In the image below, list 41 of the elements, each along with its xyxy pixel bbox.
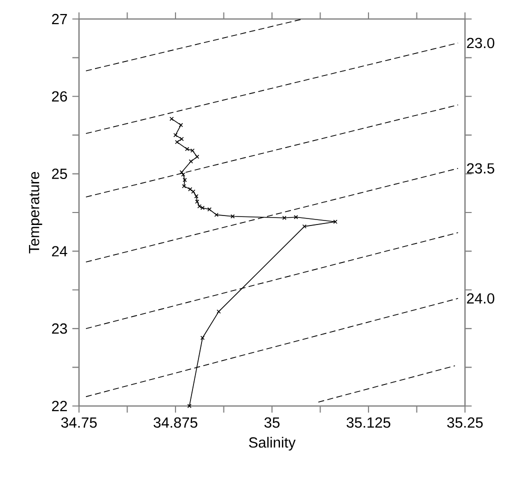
y-axis-title: Temperature <box>29 172 42 254</box>
y-tick-label: 27 <box>52 14 67 24</box>
point <box>194 194 198 198</box>
point <box>197 204 202 208</box>
point <box>188 187 192 192</box>
point <box>191 189 196 194</box>
series-label: 24.0 <box>467 293 494 304</box>
point <box>182 178 187 182</box>
point <box>302 224 307 229</box>
point <box>182 184 186 188</box>
y-tick-label: 22 <box>52 400 67 412</box>
point <box>333 220 338 224</box>
y-tick-label: 26 <box>52 91 67 102</box>
series-label: 23.0 <box>467 38 494 48</box>
point <box>195 154 200 159</box>
point <box>174 140 180 144</box>
point <box>230 214 235 218</box>
y-tick-label: 23 <box>52 323 67 334</box>
point <box>178 122 184 128</box>
point <box>207 207 212 212</box>
x-tick-label: 34.875 <box>154 417 198 428</box>
point <box>214 212 219 217</box>
point <box>173 133 178 138</box>
x-tick-label: 35 <box>264 417 280 428</box>
point <box>195 200 200 204</box>
y-tick-label: 24 <box>52 246 68 256</box>
point <box>180 170 184 174</box>
point <box>294 215 298 220</box>
point <box>282 216 286 220</box>
point <box>180 136 184 142</box>
point <box>200 206 205 210</box>
x-tick-label: 35.125 <box>346 417 390 428</box>
y-tick-label: 25 <box>52 168 67 179</box>
series-label: 23.5 <box>467 163 494 174</box>
x-tick-label: 34.75 <box>61 417 97 428</box>
x-tick-label: 35.25 <box>447 417 483 428</box>
point <box>200 336 205 340</box>
point <box>216 309 221 314</box>
point <box>188 159 194 164</box>
point <box>181 172 186 177</box>
x-axis-title: Salinity <box>249 436 296 451</box>
